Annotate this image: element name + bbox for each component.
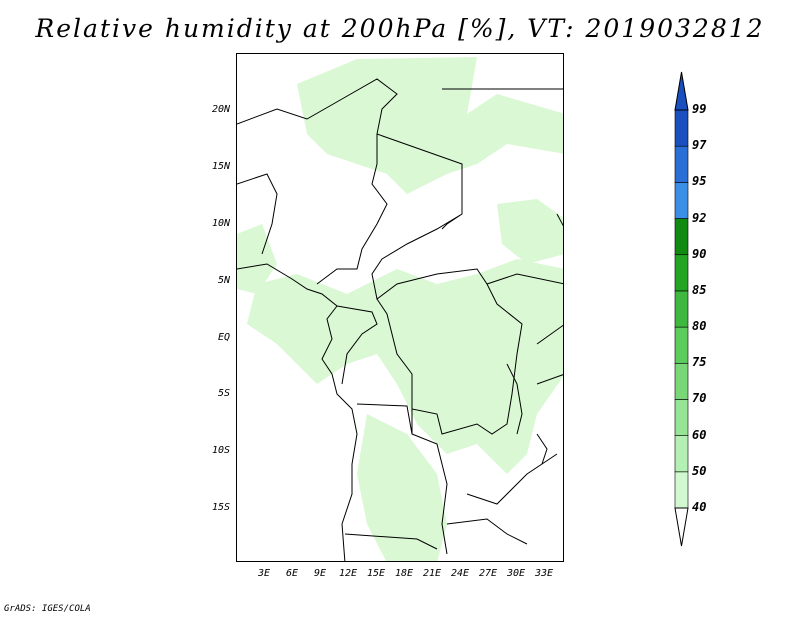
- colorbar-segment: [674, 435, 689, 473]
- colorbar-tick-label: 40: [692, 500, 707, 514]
- colorbar-tick-label: 70: [692, 391, 707, 406]
- humidity-region-west: [237, 224, 277, 294]
- colorbar-segment: [674, 182, 689, 219]
- humidity-region-east: [497, 199, 563, 264]
- lon-tick-label: 27E: [478, 568, 498, 579]
- colorbar-segment: [674, 399, 689, 436]
- lon-tick-label: 24E: [450, 568, 470, 579]
- colorbar-tick-label: 92: [692, 210, 707, 225]
- map-panel: [236, 53, 564, 562]
- colorbar-segment: [674, 218, 689, 256]
- colorbar-tick-label: 75: [692, 355, 707, 370]
- colorbar-lower-cap: [674, 507, 689, 547]
- lat-tick-label: 10S: [211, 445, 230, 456]
- lat-tick-label: EQ: [217, 332, 230, 343]
- colorbar-tick-label: 97: [692, 138, 707, 153]
- coastline: [237, 263, 358, 561]
- lon-tick-label: 9E: [313, 568, 327, 579]
- colorbar-segment: [674, 254, 689, 292]
- lat-tick-label: 15S: [211, 502, 230, 513]
- lon-tick-label: 15E: [366, 568, 386, 579]
- lat-tick-label: 5S: [217, 388, 230, 399]
- lon-tick-label: 12E: [338, 568, 358, 579]
- colorbar-upper-cap: [674, 71, 689, 111]
- lon-tick-label: 6E: [285, 568, 299, 579]
- humidity-region-south: [357, 414, 447, 561]
- colorbar-tick-label: 85: [692, 282, 707, 297]
- humidity-region-central: [247, 259, 563, 474]
- lon-tick-label: 18E: [394, 568, 414, 579]
- lat-tick-label: 15N: [211, 161, 230, 172]
- colorbar-segment: [674, 290, 689, 328]
- plot-title: Relative humidity at 200hPa [%], VT: 201…: [35, 14, 765, 43]
- country-borders: [237, 78, 563, 555]
- colorbar-tick-label: 60: [692, 427, 707, 442]
- lat-tick-label: 10N: [211, 218, 230, 229]
- colorbar-segment: [674, 326, 689, 364]
- colorbar-segment: [674, 471, 689, 509]
- colorbar-segment: [674, 109, 689, 147]
- lon-tick-label: 30E: [506, 568, 526, 579]
- humidity-region-north: [297, 57, 563, 194]
- grads-credit: GrADS: IGES/COLA: [4, 604, 91, 614]
- humidity-map: [237, 57, 563, 561]
- colorbar-tick-label: 80: [692, 319, 707, 334]
- colorbar-tick-label: 95: [692, 174, 707, 189]
- lat-tick-label: 20N: [211, 104, 230, 115]
- lon-tick-label: 21E: [422, 568, 442, 579]
- colorbar-tick-label: 90: [692, 246, 707, 261]
- colorbar-tick-label: 99: [692, 102, 707, 116]
- lon-tick-label: 33E: [534, 568, 554, 579]
- lake-outline: [506, 363, 548, 465]
- lat-tick-label: 5N: [217, 275, 230, 286]
- colorbar-segment: [674, 145, 689, 183]
- colorbar-tick-label: 50: [692, 463, 707, 478]
- lon-tick-label: 3E: [257, 568, 271, 579]
- colorbar-segment: [674, 362, 689, 400]
